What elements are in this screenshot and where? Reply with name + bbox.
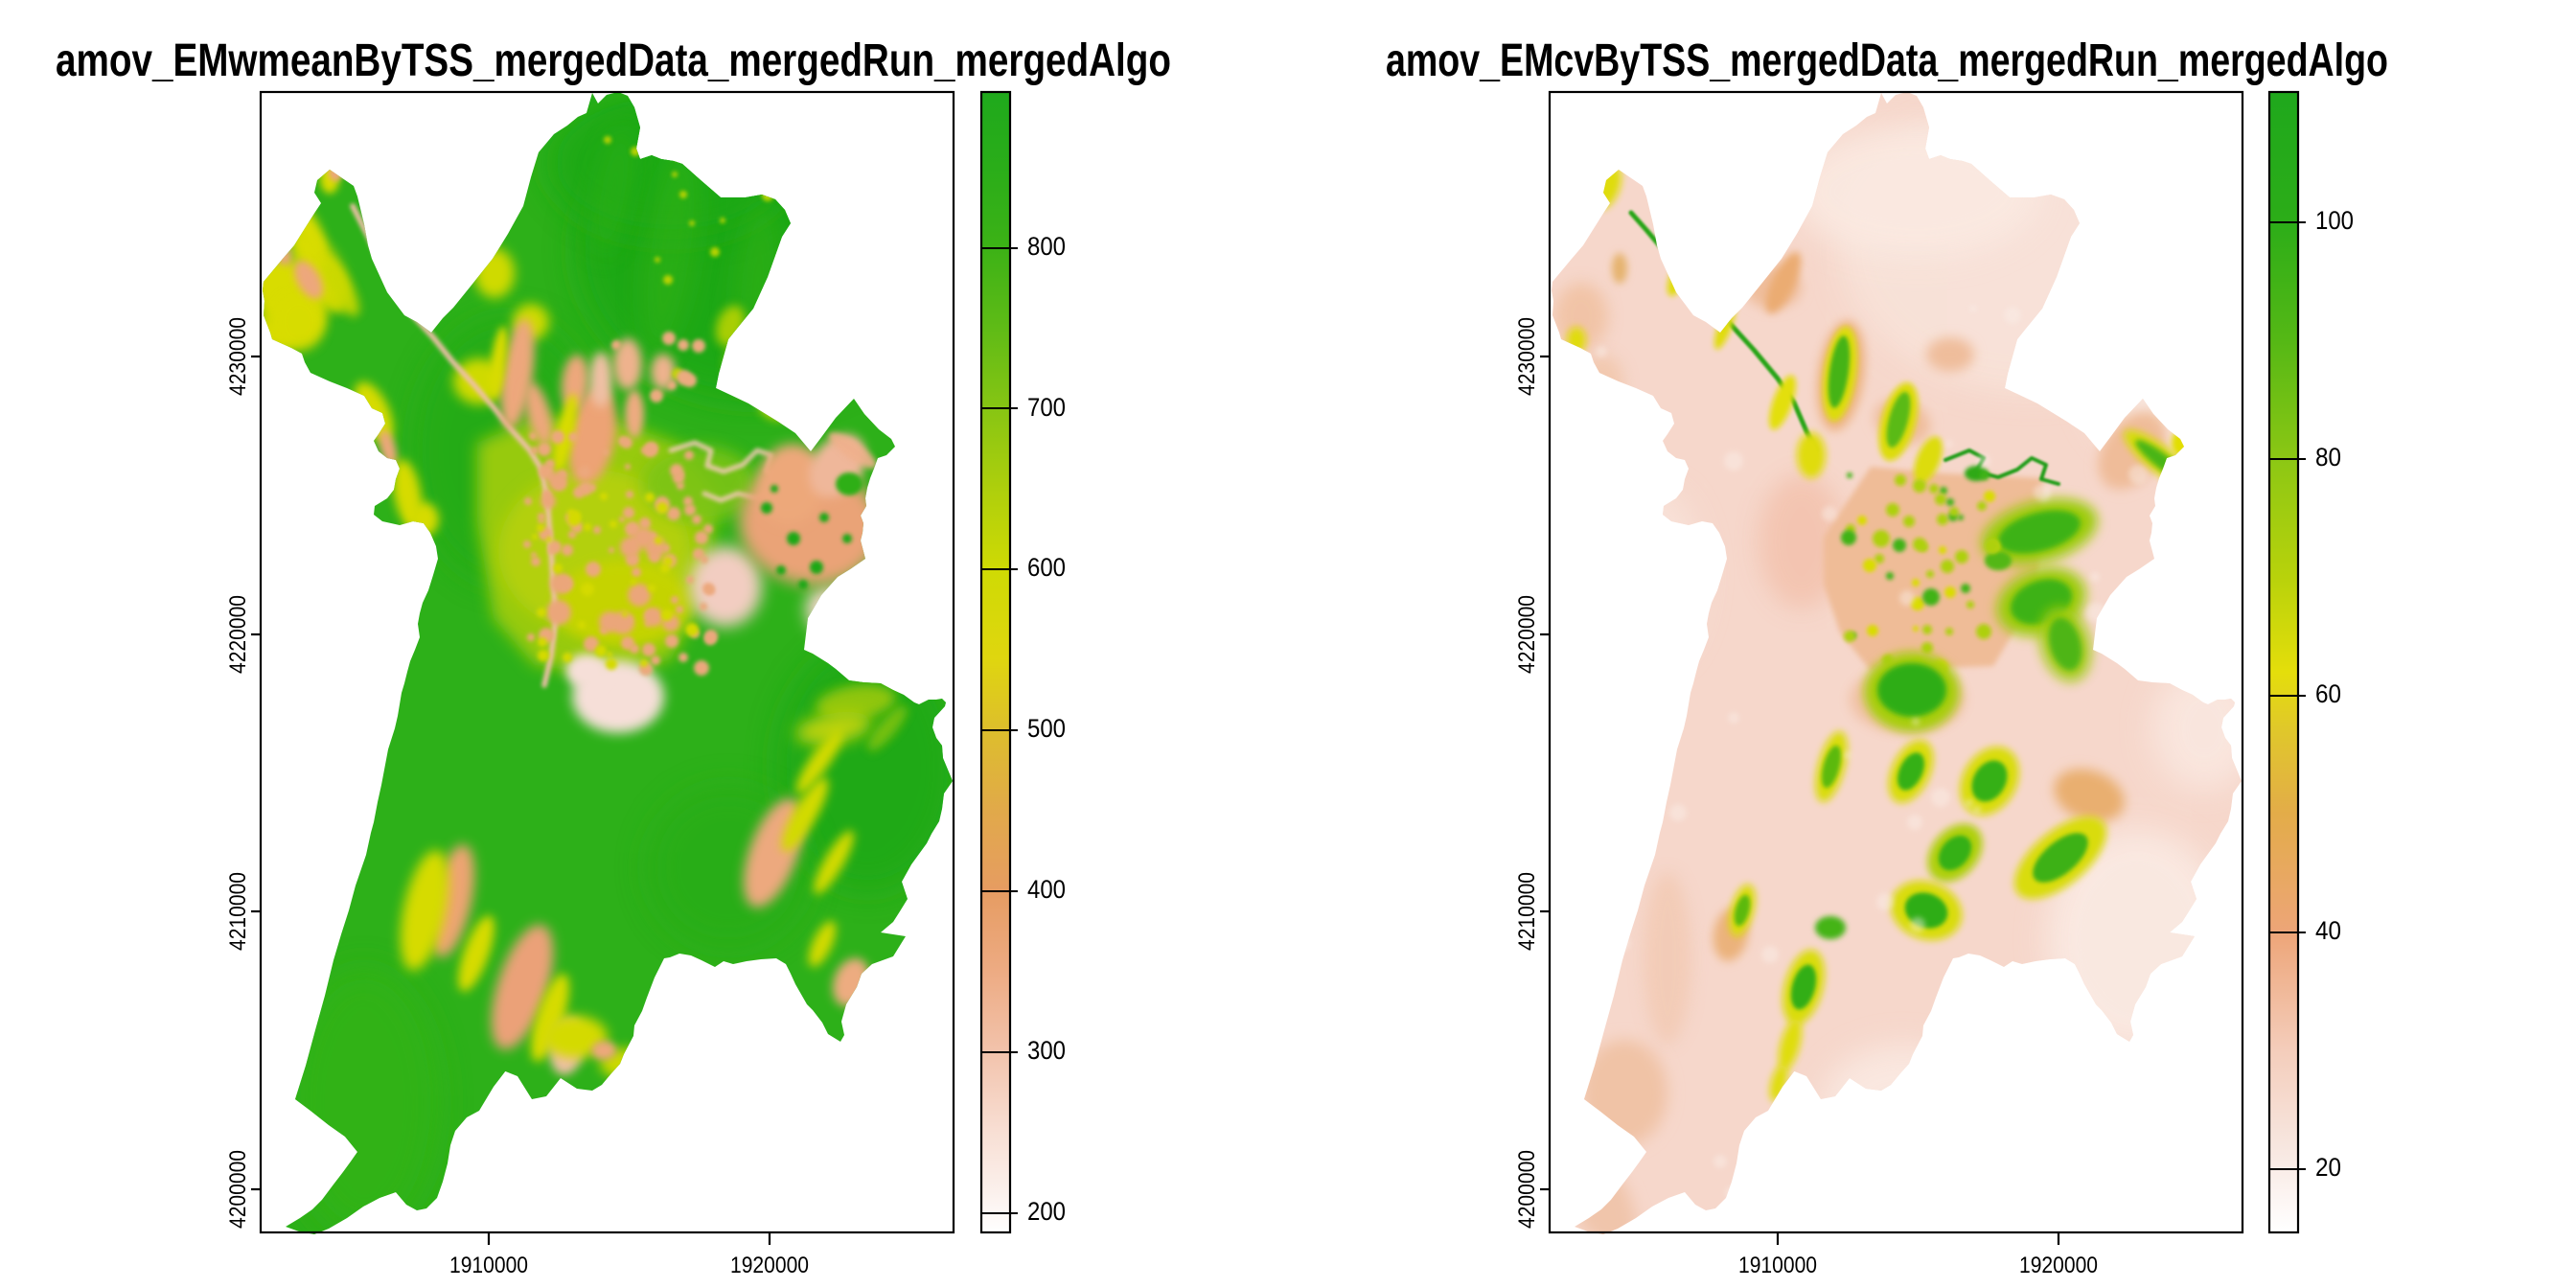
svg-text:500: 500 [1027,714,1066,743]
svg-text:400: 400 [1027,875,1066,904]
svg-text:amov_EMcvByTSS_mergedData_merg: amov_EMcvByTSS_mergedData_mergedRun_merg… [1386,35,2388,86]
svg-text:100: 100 [2315,206,2354,235]
svg-text:4210000: 4210000 [225,872,251,951]
svg-text:4210000: 4210000 [1514,872,1540,951]
svg-text:600: 600 [1027,553,1066,582]
svg-text:80: 80 [2315,443,2341,472]
svg-text:800: 800 [1027,232,1066,261]
svg-text:4230000: 4230000 [225,317,251,396]
svg-text:700: 700 [1027,393,1066,422]
svg-text:1920000: 1920000 [2019,1253,2098,1278]
svg-text:60: 60 [2315,679,2341,708]
svg-text:40: 40 [2315,916,2341,945]
svg-text:300: 300 [1027,1036,1066,1065]
svg-text:4200000: 4200000 [1514,1150,1540,1229]
svg-text:1920000: 1920000 [730,1253,809,1278]
svg-text:amov_EMwmeanByTSS_mergedData_m: amov_EMwmeanByTSS_mergedData_mergedRun_m… [56,35,1171,86]
svg-text:1910000: 1910000 [1738,1253,1817,1278]
svg-text:4220000: 4220000 [225,595,251,674]
svg-text:20: 20 [2315,1153,2341,1182]
svg-text:4230000: 4230000 [1514,317,1540,396]
svg-text:1910000: 1910000 [449,1253,528,1278]
svg-text:200: 200 [1027,1197,1066,1226]
svg-text:4220000: 4220000 [1514,595,1540,674]
svg-text:4200000: 4200000 [225,1150,251,1229]
